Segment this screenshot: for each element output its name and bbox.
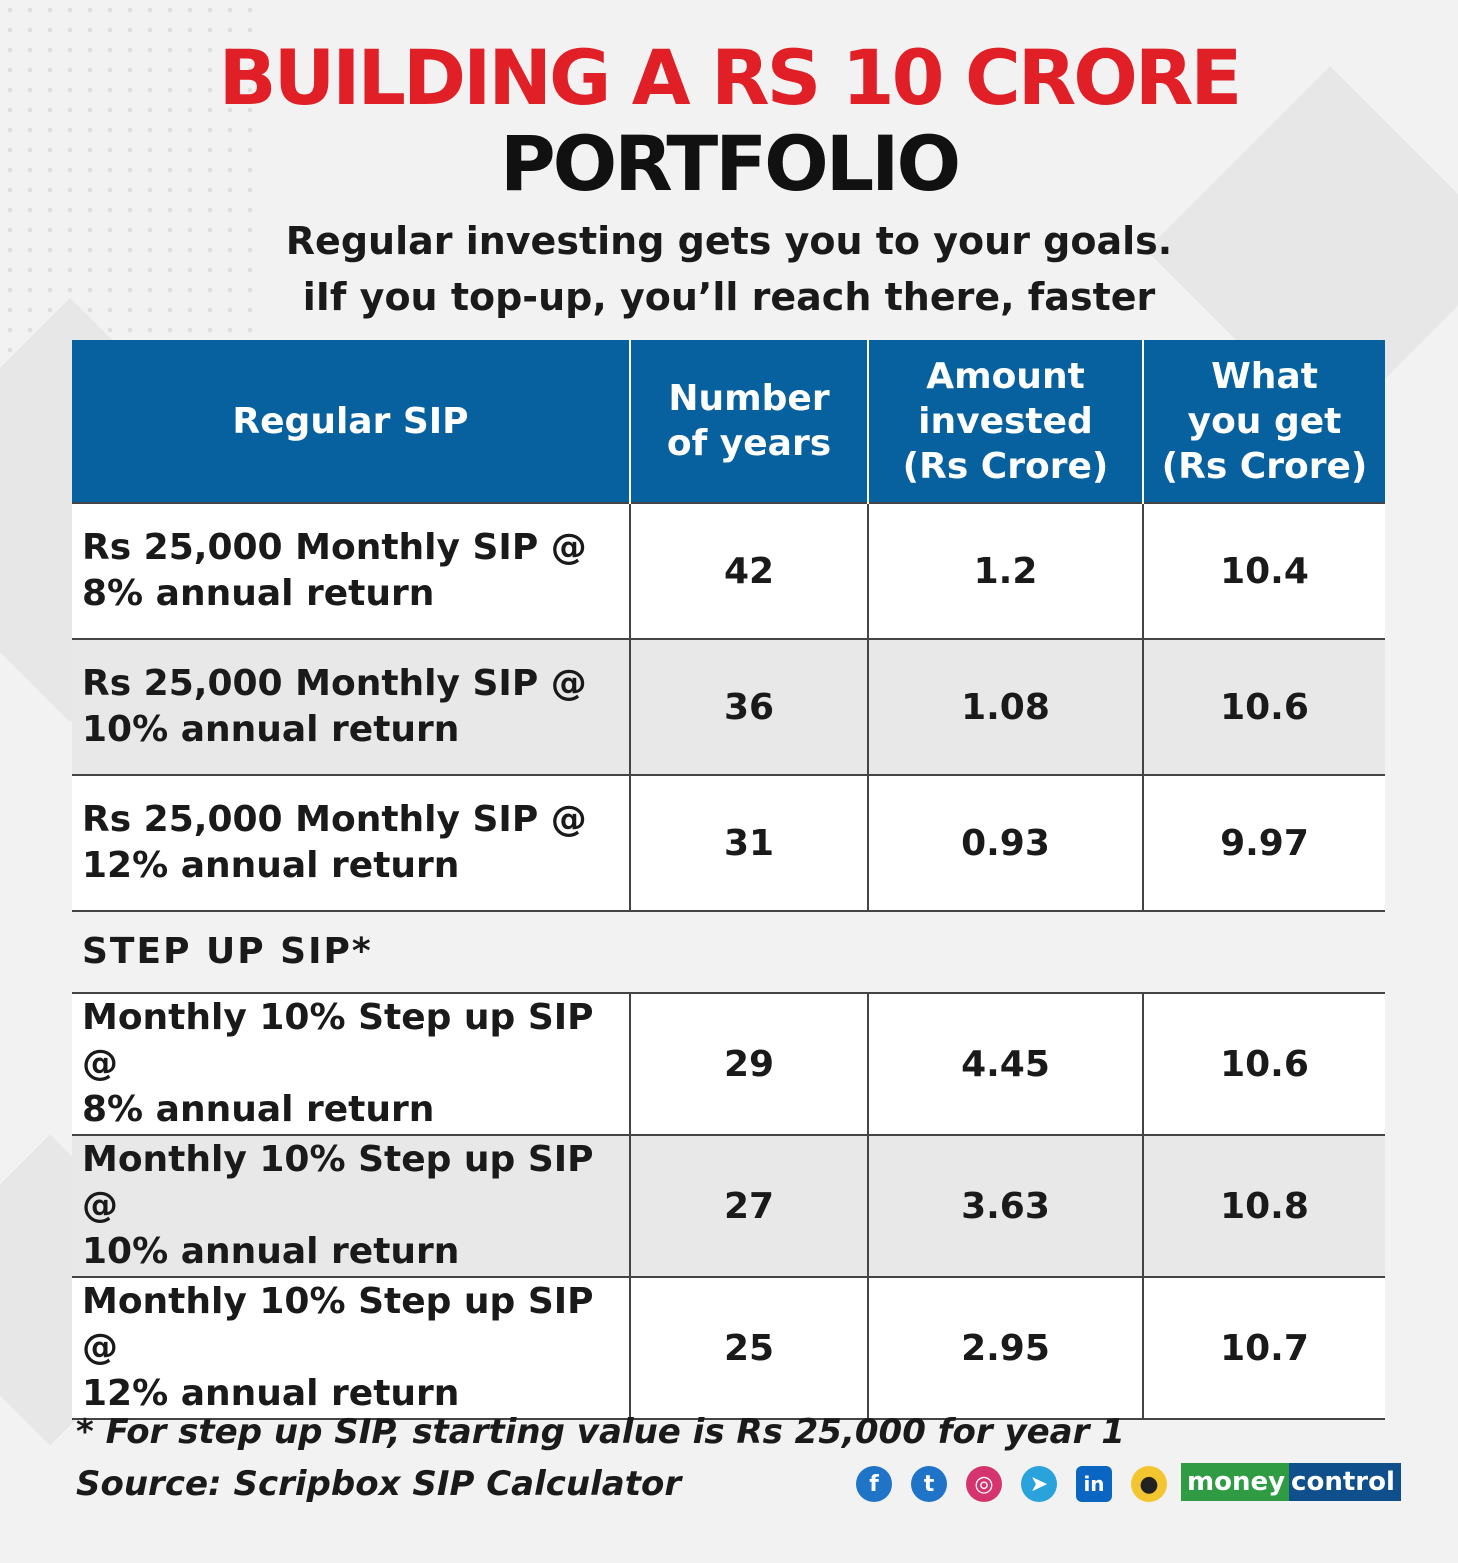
moneycontrol-logo[interactable]: money control [1181,1463,1401,1501]
social-icons: f t ◎ ➤ in ● [856,1466,1167,1502]
table-row: Monthly 10% Step up SIP @ 12% annual retu… [72,1276,1385,1420]
logo-part-control: control [1289,1463,1401,1501]
subtitle: Regular investing gets you to your goals… [0,213,1458,325]
row-label-line1: Rs 25,000 Monthly SIP @ [82,663,587,704]
row-label-line2: 12% annual return [82,1373,460,1414]
row-label-line2: 12% annual return [82,845,460,886]
page-title: BUILDING A RS 10 CRORE [218,33,1243,122]
row-label-line1: Rs 25,000 Monthly SIP @ [82,527,587,568]
row-label-line1: Monthly 10% Step up SIP @ [82,1139,594,1226]
header-regular-sip: Regular SIP [72,340,630,503]
section-label: STEP UP SIP* [72,910,1385,993]
row-label: Monthly 10% Step up SIP @ 12% annual retu… [72,1276,630,1420]
cell-invested: 4.45 [867,992,1143,1135]
row-label-line2: 8% annual return [82,573,435,614]
sip-table: Regular SIP Number of years Amount inves… [72,340,1385,1420]
cell-years: 36 [629,638,868,775]
cell-invested: 0.93 [867,774,1143,911]
twitter-icon[interactable]: t [911,1466,947,1502]
telegram-icon[interactable]: ➤ [1021,1466,1057,1502]
row-label-line1: Rs 25,000 Monthly SIP @ [82,799,587,840]
subtitle-line2: iIf you top-up, you’ll reach there, fast… [302,275,1156,319]
linkedin-icon[interactable]: in [1076,1466,1112,1502]
cell-invested: 1.2 [867,502,1143,639]
cell-invested: 2.95 [867,1276,1143,1420]
table-row: Monthly 10% Step up SIP @ 8% annual retur… [72,992,1385,1135]
row-label-line1: Monthly 10% Step up SIP @ [82,997,594,1084]
table-row: Rs 25,000 Monthly SIP @8% annual return … [72,502,1385,639]
cell-get: 10.6 [1142,638,1385,775]
cell-years: 25 [629,1276,868,1420]
footnote-step-up: * For step up SIP, starting value is Rs … [76,1412,1125,1452]
table-row: Rs 25,000 Monthly SIP @ 10% annual return… [72,638,1385,775]
cell-years: 31 [629,774,868,911]
cell-get: 10.6 [1142,992,1385,1135]
subtitle-line1: Regular investing gets you to your goals… [285,219,1173,263]
cell-invested: 1.08 [867,638,1143,775]
footnote-source: Source: Scripbox SIP Calculator [76,1464,682,1504]
cell-years: 42 [629,502,868,639]
row-label: Monthly 10% Step up SIP @ 10% annual retu… [72,1134,630,1277]
logo-part-money: money [1181,1463,1290,1501]
cell-invested: 3.63 [867,1134,1143,1277]
cell-get: 9.97 [1142,774,1385,911]
row-label-line2: 8% annual return [82,1089,435,1130]
cell-years: 27 [629,1134,868,1277]
cell-years: 29 [629,992,868,1135]
row-label-line1: Monthly 10% Step up SIP @ [82,1281,594,1368]
header-what-you-get: What you get (Rs Crore) [1142,340,1385,503]
header-number-of-years: Number of years [629,340,868,503]
cell-get: 10.4 [1142,502,1385,639]
row-label: Monthly 10% Step up SIP @ 8% annual retur… [72,992,630,1135]
row-label: Rs 25,000 Monthly SIP @ 12% annual return [72,774,630,911]
facebook-icon[interactable]: f [856,1466,892,1502]
footnote: * For step up SIP, starting value is Rs … [76,1406,1125,1510]
section-row-step-up: STEP UP SIP* [72,910,1385,993]
koo-icon[interactable]: ● [1131,1466,1167,1502]
table-row: Rs 25,000 Monthly SIP @ 12% annual return… [72,774,1385,911]
page-title-line2: PORTFOLIO [499,119,961,208]
row-label: Rs 25,000 Monthly SIP @ 10% annual return [72,638,630,775]
header-amount-invested: Amount invested (Rs Crore) [867,340,1143,503]
table-row: Monthly 10% Step up SIP @ 10% annual retu… [72,1134,1385,1277]
cell-get: 10.8 [1142,1134,1385,1277]
instagram-icon[interactable]: ◎ [966,1466,1002,1502]
row-label-line2: 10% annual return [82,1231,460,1272]
table-header-row: Regular SIP Number of years Amount inves… [72,340,1385,503]
row-label-line2: 10% annual return [82,709,460,750]
row-label: Rs 25,000 Monthly SIP @ 8% annual return [72,502,630,639]
cell-get: 10.7 [1142,1276,1385,1420]
